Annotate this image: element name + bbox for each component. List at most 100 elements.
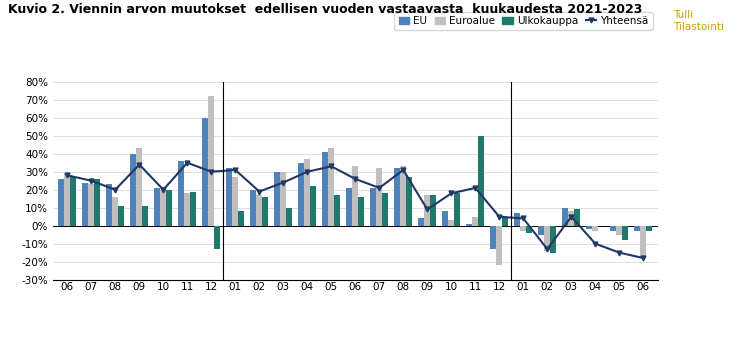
- Bar: [250, 190, 256, 226]
- Bar: [238, 211, 244, 226]
- Yhteensä: [590, 242, 600, 246]
- Bar: [107, 184, 113, 226]
- Bar: [209, 96, 214, 226]
- Text: Kuvio 2. Viennin arvon muutokset  edellisen vuoden vastaavasta  kuukaudesta 2021: Kuvio 2. Viennin arvon muutokset edellis…: [8, 3, 642, 16]
- Yhteensä: [471, 186, 480, 190]
- Yhteensä: [423, 207, 432, 211]
- Bar: [299, 163, 305, 226]
- Yhteensä: [135, 163, 144, 167]
- Bar: [119, 206, 124, 226]
- Yhteensä: [87, 179, 96, 183]
- Bar: [70, 177, 76, 226]
- Bar: [178, 161, 184, 226]
- Bar: [191, 192, 197, 226]
- Yhteensä: [111, 188, 120, 192]
- Bar: [130, 154, 136, 226]
- Text: Tulli
Tilastointi: Tulli Tilastointi: [673, 10, 723, 32]
- Bar: [418, 219, 424, 226]
- Bar: [154, 188, 160, 226]
- Bar: [310, 186, 316, 226]
- Bar: [640, 226, 646, 258]
- Yhteensä: [279, 180, 288, 184]
- Bar: [280, 172, 287, 226]
- Bar: [592, 226, 598, 231]
- Bar: [226, 168, 232, 226]
- Yhteensä: [231, 168, 240, 172]
- Bar: [262, 197, 268, 226]
- Bar: [538, 226, 544, 235]
- Bar: [442, 211, 448, 226]
- Bar: [232, 177, 238, 226]
- Bar: [166, 190, 172, 226]
- Bar: [214, 226, 220, 249]
- Bar: [616, 226, 622, 235]
- Bar: [358, 197, 364, 226]
- Bar: [634, 226, 640, 231]
- Yhteensä: [351, 177, 360, 181]
- Bar: [274, 172, 280, 226]
- Bar: [256, 195, 262, 226]
- Yhteensä: [639, 256, 648, 260]
- Bar: [287, 208, 293, 226]
- Bar: [472, 217, 479, 226]
- Bar: [58, 179, 64, 226]
- Yhteensä: [567, 214, 576, 219]
- Bar: [328, 148, 334, 226]
- Bar: [587, 226, 592, 229]
- Yhteensä: [303, 170, 312, 174]
- Bar: [430, 195, 436, 226]
- Yhteensä: [375, 186, 384, 190]
- Bar: [94, 179, 101, 226]
- Bar: [448, 220, 454, 226]
- Bar: [136, 148, 142, 226]
- Bar: [454, 193, 460, 226]
- Bar: [514, 213, 520, 226]
- Bar: [544, 226, 550, 251]
- Bar: [550, 226, 556, 253]
- Legend: EU, Euroalue, Ulkokauppa, Yhteensä: EU, Euroalue, Ulkokauppa, Yhteensä: [395, 12, 652, 30]
- Yhteensä: [327, 164, 336, 168]
- Line: Yhteensä: Yhteensä: [65, 160, 646, 261]
- Yhteensä: [615, 251, 624, 255]
- Yhteensä: [447, 191, 456, 195]
- Bar: [113, 197, 119, 226]
- Bar: [646, 226, 652, 231]
- Bar: [305, 159, 310, 226]
- Bar: [502, 219, 508, 226]
- Bar: [520, 226, 526, 231]
- Bar: [82, 182, 88, 226]
- Bar: [622, 226, 628, 240]
- Bar: [610, 226, 616, 231]
- Bar: [370, 188, 376, 226]
- Bar: [203, 118, 209, 226]
- Yhteensä: [494, 214, 503, 219]
- Bar: [322, 152, 328, 226]
- Yhteensä: [183, 161, 192, 165]
- Bar: [424, 195, 430, 226]
- Yhteensä: [63, 173, 72, 177]
- Bar: [160, 190, 166, 226]
- Bar: [562, 208, 569, 226]
- Bar: [491, 226, 497, 249]
- Bar: [395, 168, 401, 226]
- Bar: [466, 224, 472, 226]
- Bar: [88, 184, 94, 226]
- Bar: [334, 195, 340, 226]
- Bar: [64, 174, 70, 226]
- Bar: [376, 168, 383, 226]
- Bar: [479, 136, 485, 226]
- Bar: [142, 206, 148, 226]
- Yhteensä: [519, 217, 528, 221]
- Bar: [569, 211, 575, 226]
- Bar: [497, 226, 502, 265]
- Bar: [526, 226, 532, 233]
- Bar: [575, 209, 581, 226]
- Bar: [401, 166, 406, 226]
- Bar: [383, 193, 389, 226]
- Yhteensä: [543, 247, 552, 251]
- Yhteensä: [207, 170, 216, 174]
- Bar: [406, 177, 412, 226]
- Bar: [346, 188, 352, 226]
- Yhteensä: [159, 188, 168, 192]
- Bar: [352, 166, 358, 226]
